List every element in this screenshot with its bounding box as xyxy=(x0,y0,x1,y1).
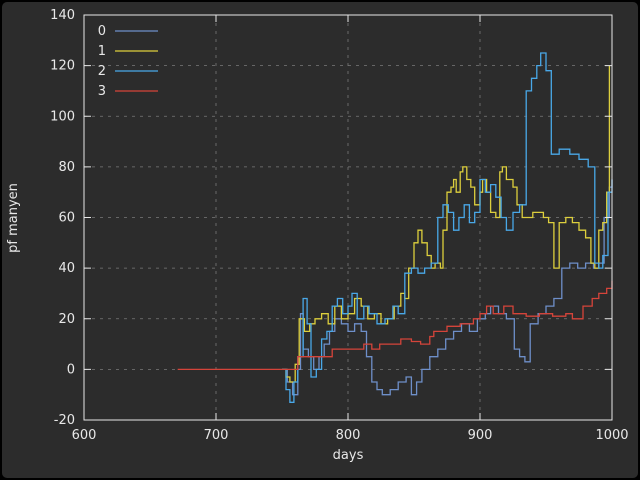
y-tick-label: -20 xyxy=(54,413,75,428)
y-tick-label: 140 xyxy=(50,8,75,23)
series-layer xyxy=(177,52,613,403)
plot-frame xyxy=(83,14,613,421)
y-tick-label: 0 xyxy=(67,362,75,377)
y-tick-label: 80 xyxy=(58,160,75,175)
y-tick-label: 40 xyxy=(58,261,75,276)
series-line-1 xyxy=(282,65,611,383)
y-axis-title: pf manyen xyxy=(6,183,21,253)
y-tick-label: 60 xyxy=(58,211,75,226)
x-axis-title: days xyxy=(333,448,364,463)
y-tick-label: 100 xyxy=(50,109,75,124)
legend: 0 1 2 3 xyxy=(98,24,158,99)
series-line-0 xyxy=(282,179,613,396)
legend-label-2: 2 xyxy=(98,64,106,79)
x-tick-label: 700 xyxy=(204,428,229,443)
series-line-2 xyxy=(282,52,613,403)
x-tick-label: 1000 xyxy=(595,428,628,443)
y-tick-label: 20 xyxy=(58,312,75,327)
x-tick-label: 600 xyxy=(72,428,97,443)
legend-label-3: 3 xyxy=(98,84,106,99)
y-tick-label: 120 xyxy=(50,59,75,74)
x-tick-label: 800 xyxy=(336,428,361,443)
series-line-3 xyxy=(177,280,613,371)
legend-label-0: 0 xyxy=(98,24,106,39)
x-tick-label: 900 xyxy=(468,428,493,443)
legend-label-1: 1 xyxy=(98,44,106,59)
